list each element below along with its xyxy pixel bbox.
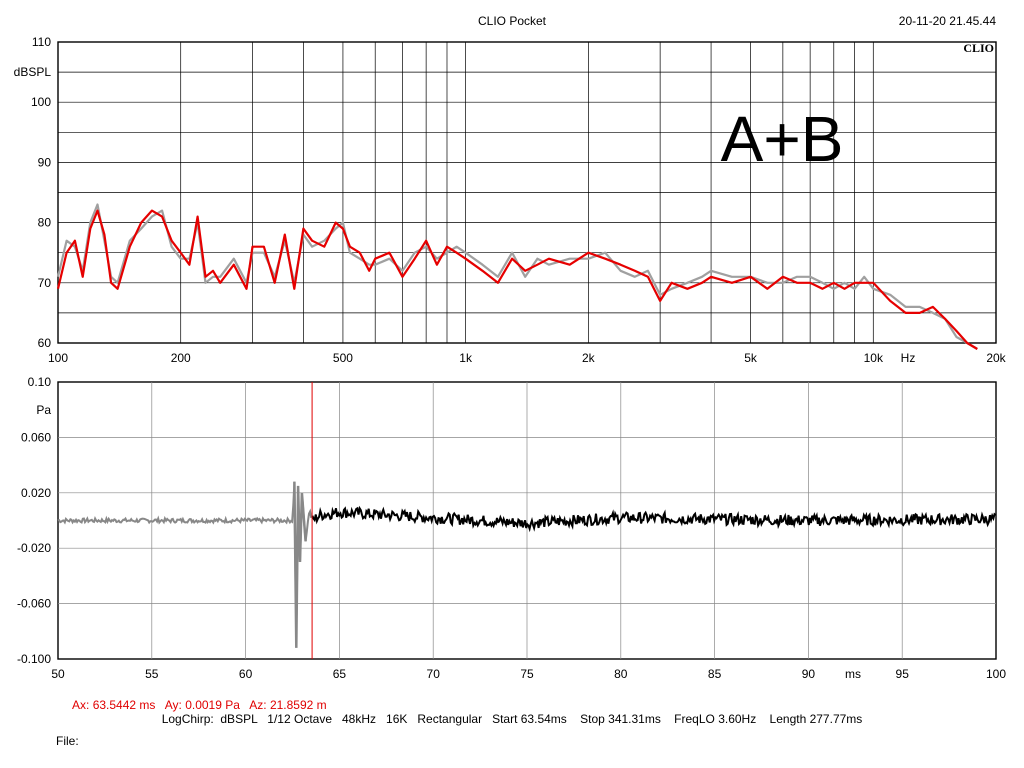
freq-y-tick-label: 110 (32, 35, 51, 49)
freq-y-tick-label: 70 (38, 276, 52, 290)
cursor-ay: Ay: 0.0019 Pa (164, 698, 240, 712)
freq-y-tick-label: 60 (38, 336, 52, 350)
time-x-tick-label: 50 (51, 667, 65, 681)
time-x-tick-label: 65 (333, 667, 347, 681)
cursor-readout: Ax: 63.5442 ms Ay: 0.0019 Pa Az: 21.8592… (66, 684, 327, 712)
time-x-unit-label: ms (845, 667, 861, 681)
freq-x-tick-label: 5k (744, 351, 758, 365)
time-y-tick-label: 0.10 (28, 375, 52, 389)
impulse-spike (293, 481, 307, 648)
freq-y-tick-label: 90 (38, 155, 52, 169)
time-y-tick-label: 0.020 (21, 486, 51, 500)
time-y-axis-label: Pa (36, 403, 51, 417)
time-x-tick-label: 75 (520, 667, 534, 681)
freq-x-tick-label: 10k (864, 351, 884, 365)
time-x-tick-label: 100 (986, 667, 1006, 681)
freq-grid (58, 42, 997, 343)
chart-annotation: A+B (721, 103, 844, 175)
time-x-tick-label: 60 (239, 667, 253, 681)
app-title: CLIO Pocket (477, 14, 547, 28)
freq-x-unit-label: Hz (901, 351, 916, 365)
time-x-tick-label: 80 (614, 667, 628, 681)
time-y-tick-label: -0.060 (17, 597, 51, 611)
timestamp: 20-11-20 21.45.44 (898, 14, 996, 28)
freq-x-tick-label: 1k (459, 351, 473, 365)
time-x-tick-label: 95 (896, 667, 910, 681)
time-grid (58, 382, 996, 659)
time-x-tick-label: 90 (802, 667, 816, 681)
time-y-tick-label: -0.020 (17, 541, 51, 555)
clio-logo: CLIO (963, 41, 994, 55)
series-line-gray (56, 203, 978, 350)
freq-x-tick-label: 2k (582, 351, 596, 365)
time-y-tick-label: 0.060 (21, 430, 51, 444)
freq-x-tick-label: 100 (48, 351, 68, 365)
series-line-red (56, 209, 978, 350)
time-x-tick-label: 85 (708, 667, 722, 681)
measurement-settings: LogChirp: dBSPL 1/12 Octave 48kHz 16K Re… (161, 712, 863, 726)
impulse-line-post-window (311, 505, 997, 533)
freq-y-tick-label: 100 (31, 95, 51, 109)
freq-y-axis-label: dBSPL (14, 65, 52, 79)
impulse-line-pre-window (57, 481, 313, 616)
freq-series-group (56, 203, 978, 350)
time-y-tick-labels: 0.10 0.060 0.020 -0.020 -0.060 -0.100 (17, 375, 51, 666)
file-label: File: (56, 734, 79, 748)
time-y-tick-label: -0.100 (17, 652, 51, 666)
time-x-tick-label: 55 (145, 667, 159, 681)
freq-y-tick-label: 80 (38, 216, 52, 230)
chart-area: 110 100 90 80 70 60 100 200 500 1k 2k 5k 10k 20k dBS… (14, 35, 1007, 681)
freq-x-tick-label: 200 (171, 351, 191, 365)
freq-x-tick-labels: 100 200 500 1k 2k 5k 10k 20k (48, 351, 1007, 365)
freq-x-tick-label: 500 (333, 351, 353, 365)
time-x-tick-label: 70 (427, 667, 441, 681)
freq-y-tick-labels: 110 100 90 80 70 60 (31, 35, 51, 350)
cursor-ax: Ax: 63.5442 ms (72, 698, 156, 712)
freq-x-tick-label: 20k (986, 351, 1006, 365)
time-x-tick-labels: 50 55 60 65 70 75 80 85 90 95 100 (51, 667, 1006, 681)
cursor-az: Az: 21.8592 m (249, 698, 327, 712)
time-series-group (57, 481, 997, 648)
